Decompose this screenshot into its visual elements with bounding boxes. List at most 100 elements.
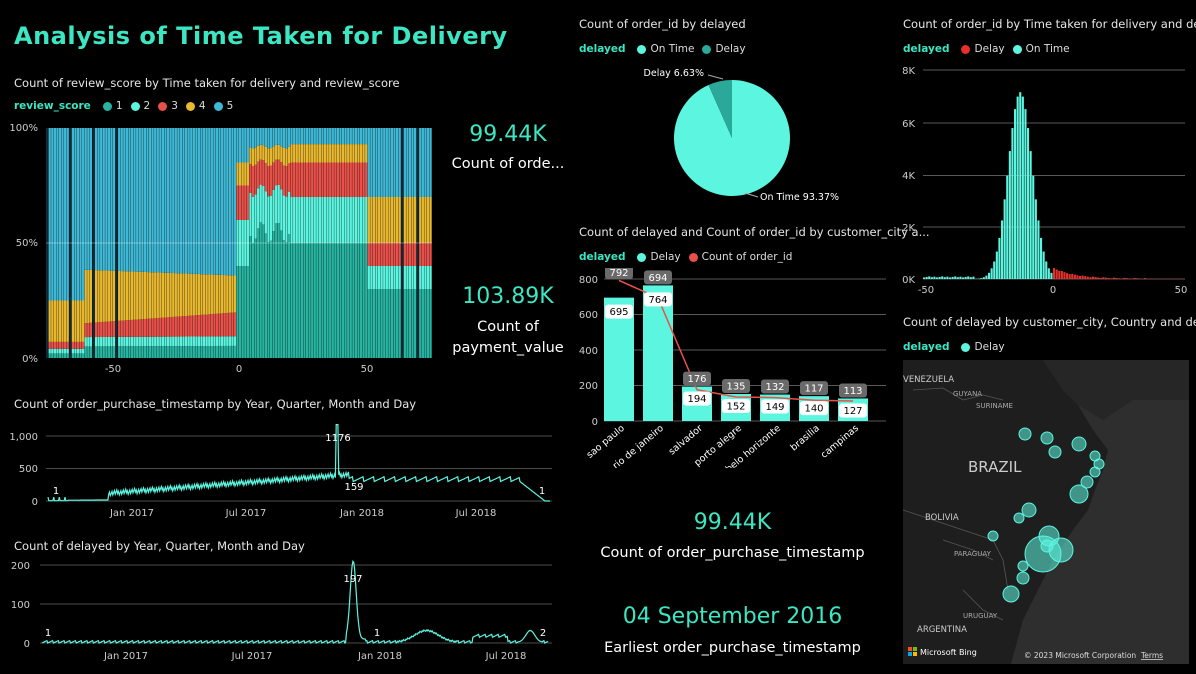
hist-bar [995, 251, 998, 279]
hist-bar [962, 277, 965, 279]
hist-bar [925, 276, 928, 279]
review-bar-seg [385, 243, 388, 266]
delayed-line-chart[interactable]: 200 100 0 1 197 1 2 Jan 2017 Jul 2017 Ja… [0, 556, 560, 664]
review-bar-seg [280, 162, 283, 190]
review-bar-seg [107, 336, 111, 347]
hist-gridlines [923, 69, 1185, 280]
map-bubble[interactable] [1069, 484, 1089, 504]
map-bubble[interactable] [1021, 502, 1037, 518]
review-bar-seg [295, 197, 298, 243]
review-bar-seg [166, 128, 170, 273]
review-bar-seg [285, 166, 288, 197]
review-bar-seg [228, 336, 231, 346]
map-bubble[interactable] [1048, 445, 1062, 459]
review-bar-seg [303, 128, 306, 145]
review-bar-seg [416, 197, 419, 243]
hist-legend: delayed Delay On Time [903, 43, 1070, 55]
review-bar-seg [367, 128, 370, 197]
map-bubble[interactable] [1040, 431, 1054, 445]
review-bar-seg [177, 316, 180, 337]
map-bubble[interactable] [1016, 571, 1030, 585]
review-bar-seg [249, 164, 252, 193]
review-bar-seg [89, 337, 93, 347]
review-bar-seg [329, 243, 332, 358]
review-bar-seg [323, 162, 327, 197]
map-bubble[interactable] [1017, 560, 1029, 572]
city-map[interactable]: VENEZUELA GUYANA SURINAME BRAZIL BOLIVIA… [903, 360, 1189, 664]
city-combo-chart[interactable]: 800 600 400 200 0 792 695 694 764 176 194 135 1… [570, 268, 890, 468]
review-bar-seg [272, 146, 275, 163]
review-bar-seg [362, 243, 365, 358]
review-bar-seg [71, 128, 75, 301]
map-terms-link[interactable]: Terms [1140, 651, 1163, 660]
delay-pie-chart[interactable]: Delay 6.63% On Time 93.37% [580, 60, 880, 210]
review-bar-seg [133, 319, 136, 337]
hist-bar [1019, 92, 1022, 279]
review-bar-seg [375, 197, 378, 243]
review-bar-seg [426, 197, 430, 243]
review-bar-seg [344, 162, 347, 197]
review-bar-seg [241, 220, 244, 266]
city-bar[interactable] [643, 285, 673, 421]
review-bar-seg [236, 266, 239, 358]
review-bar-seg [174, 128, 177, 274]
review-bar-seg [421, 243, 424, 266]
review-bar-seg [102, 128, 105, 271]
review-bar-seg [275, 159, 278, 186]
review-bar-seg [401, 128, 404, 197]
review-bar-seg [241, 185, 244, 220]
pie-leader-delay [707, 74, 724, 80]
pie-slice-delay[interactable] [708, 80, 732, 138]
review-bar-seg [403, 197, 406, 243]
pie-slice-ontime[interactable] [674, 80, 790, 197]
map-city-bubbles[interactable] [987, 427, 1105, 603]
review-bar-seg [236, 162, 239, 186]
review-bar-seg [208, 274, 211, 315]
review-bar-seg [118, 320, 121, 337]
map-bubble[interactable] [987, 530, 999, 542]
review-bar-seg [411, 289, 414, 358]
review-bar-seg [293, 243, 296, 358]
review-bar-seg [197, 128, 201, 275]
hist-bar [1053, 268, 1056, 279]
review-bar-seg [282, 195, 286, 241]
review-bar-seg [123, 128, 126, 272]
delivery-histogram[interactable]: 8K 6K 4K 2K 0K -50 0 50 [895, 60, 1193, 300]
review-bar-seg [169, 128, 172, 273]
review-bar-seg [290, 128, 293, 145]
map-bubble[interactable] [1071, 436, 1087, 452]
purchase-line-chart[interactable]: 1,000 500 0 1 1176 159 1 Jan 2017 Jul 20… [0, 420, 560, 520]
map-bubble[interactable] [1018, 427, 1032, 441]
review-stack-chart[interactable]: 100% 50% 0% -50 0 50 [0, 118, 440, 378]
review-bar-seg [120, 271, 123, 321]
review-bar-seg [82, 128, 85, 301]
city-legend-dot-orders [688, 252, 698, 262]
review-bar-seg [133, 128, 136, 272]
review-bar-seg [100, 346, 103, 358]
review-bar-seg [326, 162, 329, 197]
review-bar-seg [419, 197, 422, 243]
kpi-purchase-ts-value: 99.44K [693, 510, 772, 535]
review-bar-seg [336, 144, 340, 163]
purchase-xtick-jan2017: Jan 2017 [109, 508, 154, 519]
map-bubble[interactable] [1089, 466, 1101, 478]
review-bar-seg [66, 300, 69, 342]
review-bar-seg [118, 346, 121, 358]
review-bar-seg [89, 322, 93, 338]
review-bar-seg [300, 144, 304, 163]
review-bar-seg [344, 144, 347, 163]
review-bar-seg [218, 128, 221, 275]
review-bar-seg [375, 128, 378, 197]
hist-bar [928, 276, 931, 279]
review-bar-seg [92, 270, 95, 323]
map-bubble[interactable] [1013, 512, 1025, 524]
review-bar-seg [316, 128, 319, 145]
review-bar-seg [269, 165, 273, 196]
hist-legend-dot-ontime [1012, 44, 1022, 54]
review-bar-seg [169, 336, 172, 347]
map-bubble[interactable] [1002, 585, 1020, 603]
map-bubble[interactable] [1040, 539, 1054, 553]
map-bubble[interactable] [1080, 475, 1094, 489]
review-bar-seg [159, 336, 162, 347]
review-bar-seg [344, 243, 347, 358]
